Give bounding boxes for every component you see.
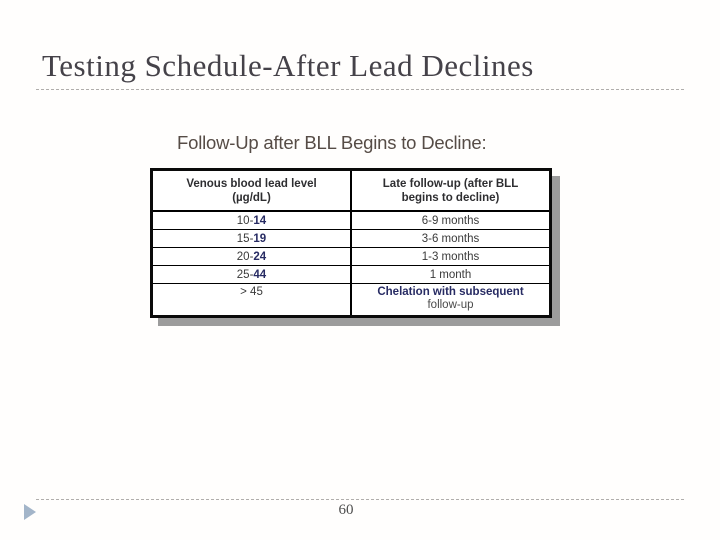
level-range: 10- — [236, 214, 254, 227]
followup-cell: 3-6 months — [351, 229, 549, 248]
table-header-row: Venous blood lead level (µg/dL) Late fol… — [153, 171, 549, 212]
level-range-bold: 44 — [253, 268, 267, 281]
header-line1: Venous blood lead level — [186, 177, 317, 190]
level-cell: 20-24 — [153, 247, 352, 266]
level-range: 20- — [236, 250, 254, 263]
right-triangle-icon — [24, 504, 36, 520]
followup-line2: follow-up — [427, 299, 474, 311]
table-row: 10-14 6-9 months — [153, 210, 549, 230]
column-header-late-followup: Late follow-up (after BLL begins to decl… — [351, 171, 549, 212]
level-range-bold: 14 — [253, 214, 267, 227]
level-range: > 45 — [240, 286, 263, 298]
followup-cell: 6-9 months — [351, 210, 549, 230]
column-header-blood-lead-level: Venous blood lead level (µg/dL) — [153, 171, 352, 212]
level-range-bold: 24 — [253, 250, 267, 263]
page-title: Testing Schedule-After Lead Declines — [42, 48, 534, 83]
subtitle: Follow-Up after BLL Begins to Decline: — [177, 132, 487, 153]
level-cell: 25-44 — [153, 265, 352, 284]
table-row: 25-44 1 month — [153, 265, 549, 284]
followup-line1: Chelation with subsequent — [377, 286, 524, 298]
header-line2: begins to decline) — [401, 191, 500, 204]
level-cell: > 45 — [153, 283, 352, 315]
level-cell: 10-14 — [153, 210, 352, 230]
bll-followup-table: Venous blood lead level (µg/dL) Late fol… — [150, 168, 552, 318]
page-number: 60 — [338, 502, 354, 518]
table-row: > 45 Chelation with subsequent follow-up — [153, 283, 549, 315]
table: Venous blood lead level (µg/dL) Late fol… — [153, 171, 549, 315]
table-row: 15-19 3-6 months — [153, 229, 549, 248]
header-line1: Late follow-up (after BLL — [382, 177, 519, 190]
table-row: 20-24 1-3 months — [153, 247, 549, 266]
followup-cell: 1 month — [351, 265, 549, 284]
level-range: 15- — [236, 232, 254, 245]
followup-cell: Chelation with subsequent follow-up — [351, 283, 549, 315]
footer-divider — [36, 499, 684, 500]
level-range-bold: 19 — [253, 232, 267, 245]
followup-cell: 1-3 months — [351, 247, 549, 266]
header-line2: (µg/dL) — [232, 191, 271, 204]
level-cell: 15-19 — [153, 229, 352, 248]
level-range: 25- — [236, 268, 254, 281]
title-divider — [36, 89, 684, 90]
